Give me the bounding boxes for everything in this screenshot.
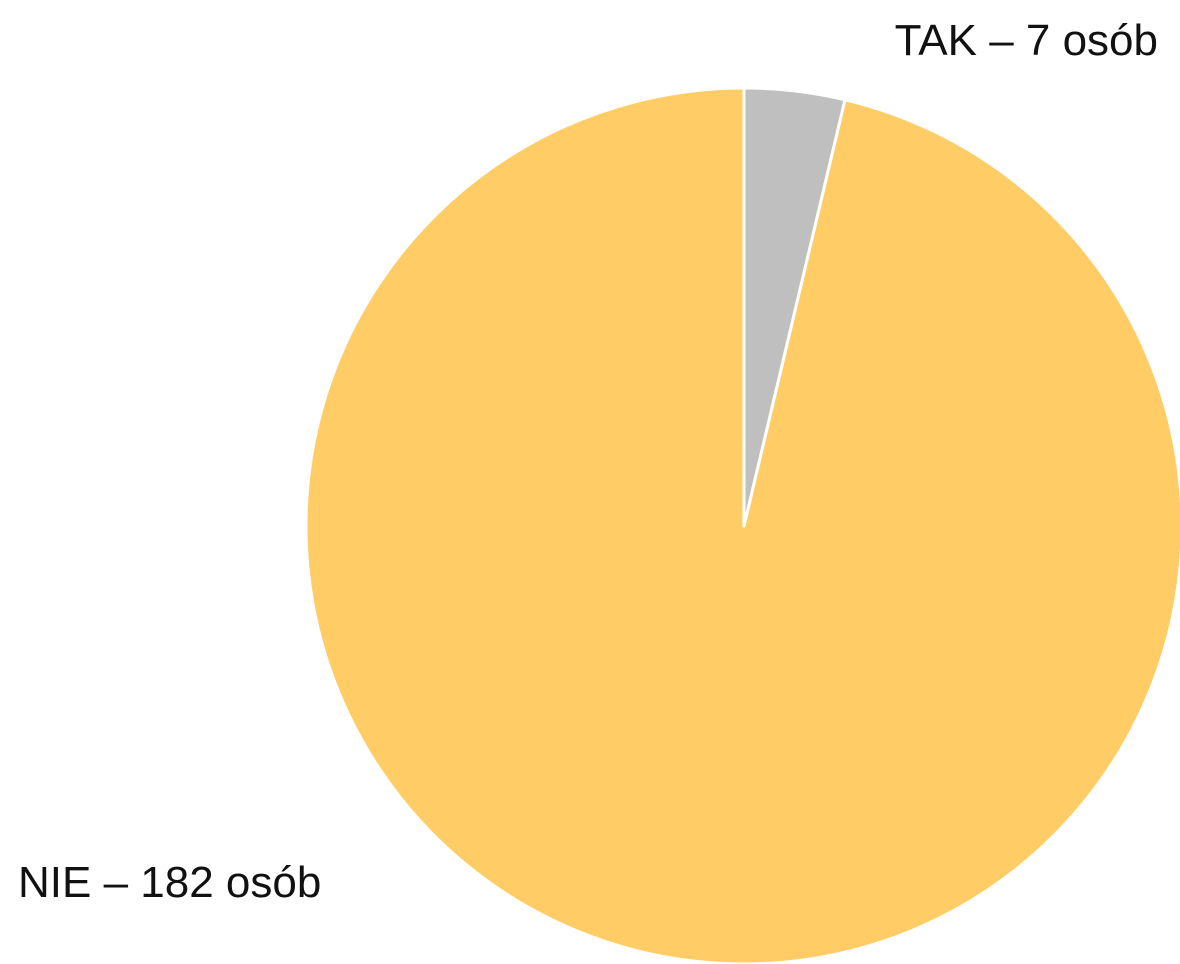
slice-label: TAK – 7 osób — [895, 16, 1158, 65]
pie-slice — [304, 86, 1180, 964]
slice-label: NIE – 182 osób — [18, 858, 321, 907]
